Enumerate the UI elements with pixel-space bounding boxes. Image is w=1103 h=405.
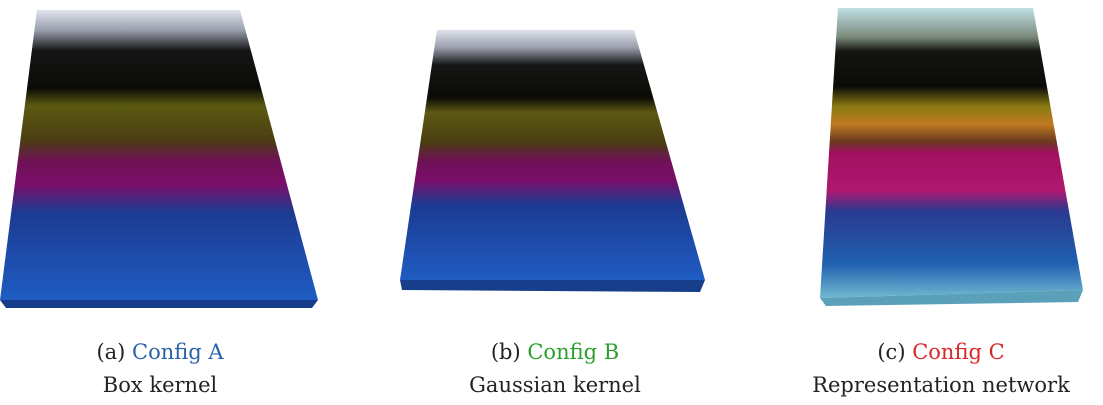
render-c bbox=[820, 8, 1083, 298]
caption-b: (b) Config B Gaussian kernel bbox=[395, 336, 715, 402]
render-b bbox=[400, 30, 705, 280]
caption-name: Config C bbox=[912, 340, 1004, 364]
caption-c: (c) Config C Representation network bbox=[781, 336, 1101, 402]
caption-label: (b) bbox=[491, 340, 521, 364]
render-a bbox=[0, 10, 318, 300]
caption-a: (a) Config A Box kernel bbox=[0, 336, 320, 402]
caption-name: Config B bbox=[527, 340, 619, 364]
caption-label: (a) bbox=[96, 340, 125, 364]
figure-images bbox=[0, 0, 1103, 320]
render-a-edge bbox=[0, 300, 318, 308]
caption-label: (c) bbox=[877, 340, 905, 364]
caption-name: Config A bbox=[132, 340, 224, 364]
caption-description: Box kernel bbox=[103, 373, 217, 397]
page: (a) Config A Box kernel (b) Config B Gau… bbox=[0, 0, 1103, 405]
caption-description: Gaussian kernel bbox=[469, 373, 641, 397]
caption-description: Representation network bbox=[812, 373, 1070, 397]
render-b-edge bbox=[400, 280, 705, 292]
